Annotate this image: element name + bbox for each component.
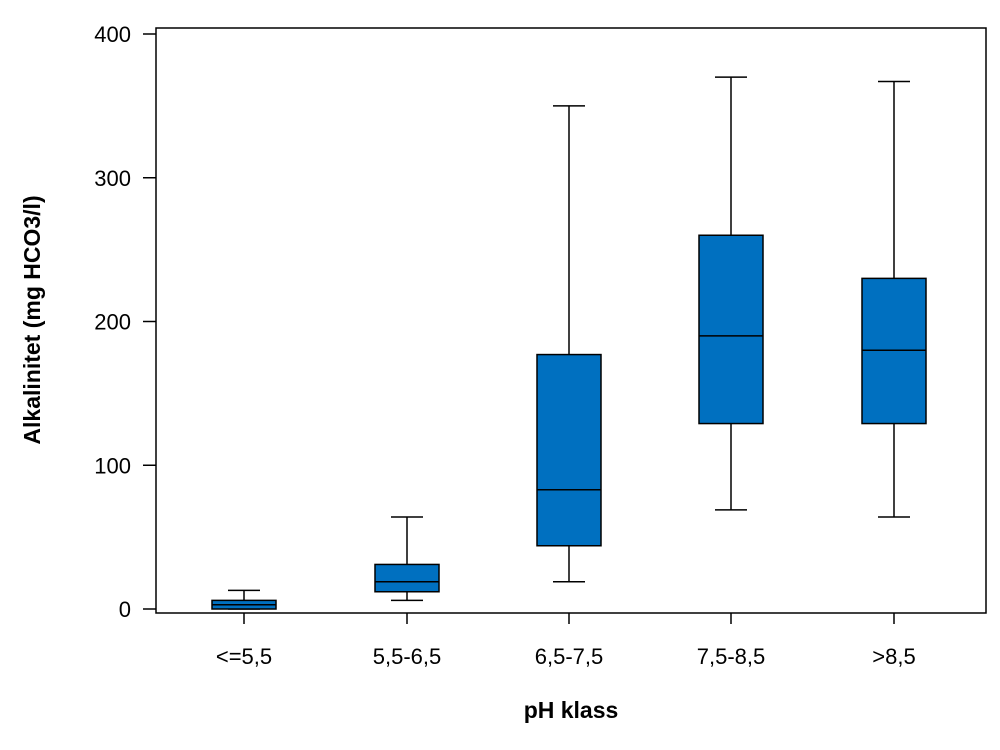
y-axis-title: Alkalinitet (mg HCO3/l) [19, 195, 45, 444]
box-series [211, 76, 927, 610]
x-tick-label-5: >8,5 [872, 644, 915, 669]
x-tick-label-3: 6,5-7,5 [535, 644, 604, 669]
y-tick-label-300: 300 [94, 166, 131, 191]
y-tick-label-0: 0 [119, 597, 131, 622]
x-tick-label-2: 5,5-6,5 [373, 644, 442, 669]
box-group-1 [211, 589, 277, 610]
box-group-4 [698, 76, 764, 511]
box-group-3 [536, 105, 602, 583]
box-group-2 [374, 516, 440, 602]
box-3 [536, 353, 602, 547]
x-axis: <=5,5 5,5-6,5 6,5-7,5 7,5-8,5 >8,5 [216, 613, 916, 669]
box-2 [374, 563, 440, 593]
y-tick-label-400: 400 [94, 22, 131, 47]
y-axis: 0 100 200 300 400 [94, 22, 156, 622]
box-group-5 [861, 80, 927, 518]
x-tick-label-1: <=5,5 [216, 644, 272, 669]
plot-frame [155, 27, 987, 614]
x-tick-label-4: 7,5-8,5 [697, 644, 766, 669]
x-axis-title: pH klass [524, 697, 619, 723]
box-4 [698, 234, 764, 425]
y-tick-label-200: 200 [94, 310, 131, 335]
y-tick-label-100: 100 [94, 453, 131, 478]
